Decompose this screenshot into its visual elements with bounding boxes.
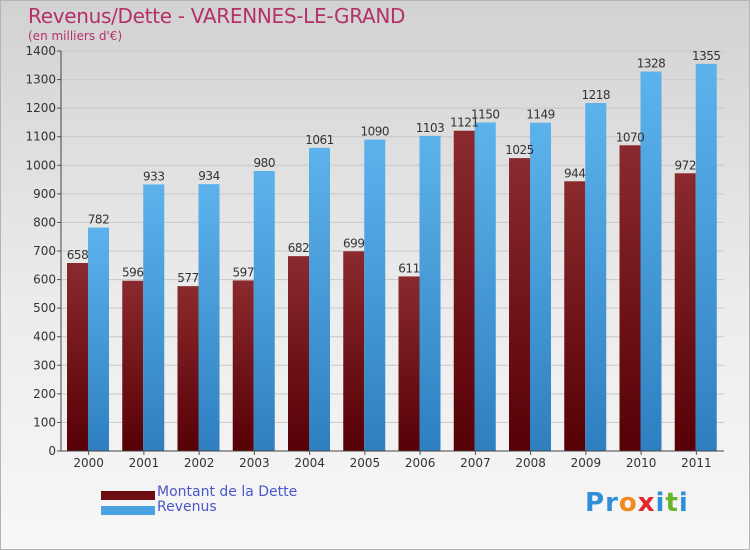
data-label-debt: 1121 <box>450 116 479 130</box>
data-label-revenue: 1355 <box>692 49 721 63</box>
logo-letter: P <box>585 488 606 518</box>
bar-debt <box>398 276 420 451</box>
y-tick-label: 500 <box>33 301 56 315</box>
bars <box>67 63 717 452</box>
bar-debt <box>288 256 309 451</box>
y-tick-label: 300 <box>33 358 56 372</box>
bar-debt <box>67 263 88 451</box>
x-tick-label: 2010 <box>626 456 657 470</box>
bar-debt <box>509 158 530 451</box>
legend-swatch-debt <box>101 491 155 500</box>
bar-revenue <box>530 122 551 451</box>
data-label-debt: 699 <box>343 236 364 250</box>
y-tick-label: 200 <box>33 387 56 401</box>
x-tick-label: 2011 <box>681 456 712 470</box>
data-label-revenue: 1149 <box>526 108 555 122</box>
y-tick-label: 400 <box>33 330 56 344</box>
data-label-debt: 611 <box>398 261 419 275</box>
data-label-debt: 1025 <box>505 143 534 157</box>
bar-revenue <box>640 71 662 452</box>
y-axis-ticks: 0 100 200 300 400 500 600 700 800 900 1000 1100 1200… <box>25 44 61 458</box>
data-label-debt: 597 <box>233 265 254 279</box>
data-label-revenue: 1218 <box>581 88 610 102</box>
y-tick-label: 800 <box>33 215 56 229</box>
data-label-revenue: 1103 <box>416 121 445 135</box>
x-axis-ticks: 2000 2001 2002 2003 2004 2005 2006 2007 2008 2009… <box>73 451 712 470</box>
bar-revenue <box>88 227 109 451</box>
logo-letter: o <box>618 488 638 518</box>
y-tick-label: 700 <box>33 244 56 258</box>
x-tick-label: 2007 <box>460 456 491 470</box>
bar-revenue <box>309 147 330 451</box>
bar-debt <box>564 181 586 452</box>
data-label-revenue: 1150 <box>471 107 500 121</box>
bar-debt <box>343 251 365 451</box>
logo-letter: x <box>637 488 656 518</box>
data-label-debt: 972 <box>675 158 696 172</box>
data-label-revenue: 933 <box>143 169 164 183</box>
proxiti-logo: Proxiti <box>585 488 689 518</box>
bar-debt <box>122 280 144 451</box>
y-tick-label: 900 <box>33 187 56 201</box>
bar-debt <box>674 173 696 452</box>
x-tick-label: 2000 <box>73 456 104 470</box>
y-tick-label: 0 <box>48 444 56 458</box>
x-tick-label: 2005 <box>350 456 381 470</box>
bar-revenue <box>253 171 275 451</box>
data-label-revenue: 1090 <box>360 125 389 139</box>
data-label-debt: 658 <box>67 248 88 262</box>
bar-debt <box>453 130 475 451</box>
logo-letter: i <box>678 488 689 518</box>
y-tick-label: 1100 <box>25 130 56 144</box>
x-tick-label: 2001 <box>129 456 160 470</box>
logo-letter: i <box>655 488 666 518</box>
y-tick-label: 1300 <box>25 73 56 87</box>
x-tick-label: 2004 <box>294 456 325 470</box>
bar-revenue <box>419 135 441 451</box>
y-tick-label: 1200 <box>25 101 56 115</box>
legend-label-debt: Montant de la Dette <box>157 484 298 500</box>
data-label-debt: 682 <box>288 241 309 255</box>
chart-subtitle: (en milliers d'€) <box>28 29 123 43</box>
data-label-revenue: 782 <box>88 213 109 227</box>
x-tick-label: 2008 <box>515 456 546 470</box>
data-label-debt: 577 <box>177 271 198 285</box>
axes <box>60 51 724 452</box>
bar-revenue <box>695 63 717 451</box>
legend-swatch-revenue <box>101 506 155 515</box>
data-label-revenue: 980 <box>254 156 275 170</box>
data-label-debt: 596 <box>122 266 143 280</box>
data-label-debt: 1070 <box>616 130 645 144</box>
x-tick-label: 2006 <box>405 456 436 470</box>
logo-letter: r <box>605 488 619 518</box>
logo-letter: t <box>665 488 679 518</box>
bar-debt <box>619 145 641 452</box>
bar-debt <box>232 280 254 451</box>
data-label-revenue: 1061 <box>305 133 334 147</box>
chart-title: Revenus/Dette - VARENNES-LE-GRAND <box>28 4 406 28</box>
bar-revenue <box>143 184 165 451</box>
data-label-revenue: 1328 <box>637 57 666 71</box>
y-tick-label: 100 <box>33 415 56 429</box>
data-label-debt: 944 <box>564 166 585 180</box>
bar-revenue <box>364 139 386 452</box>
bar-debt <box>177 286 199 451</box>
bar-revenue <box>198 184 220 451</box>
bar-revenue <box>474 122 496 451</box>
x-tick-label: 2009 <box>571 456 602 470</box>
y-tick-label: 1000 <box>25 158 56 172</box>
data-labels: 658 782 596 933 577 934 597 980 682 1061 699 1090 61… <box>67 49 721 285</box>
x-tick-label: 2002 <box>184 456 215 470</box>
bar-revenue <box>585 103 607 451</box>
y-tick-label: 1400 <box>25 44 56 58</box>
data-label-revenue: 934 <box>198 169 219 183</box>
legend-label-revenue: Revenus <box>157 499 217 515</box>
x-tick-label: 2003 <box>239 456 270 470</box>
y-tick-label: 600 <box>33 273 56 287</box>
